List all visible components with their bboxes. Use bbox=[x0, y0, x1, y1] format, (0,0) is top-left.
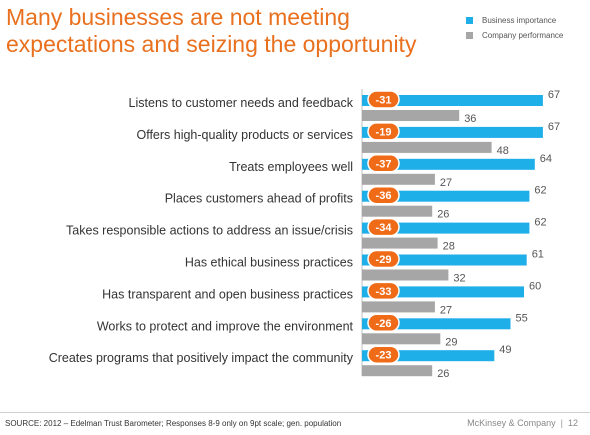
bar-company-performance-creates-programs-that-positively-impact-the-community bbox=[362, 365, 433, 377]
value-label-company-performance: 28 bbox=[443, 241, 455, 253]
value-label-business-importance: 64 bbox=[540, 153, 552, 165]
bar-business-importance-works-to-protect-and-improve-the-environment bbox=[362, 318, 511, 330]
gap-badge-label: -37 bbox=[376, 158, 392, 170]
category-label: Takes responsible actions to address an … bbox=[66, 224, 353, 238]
legend-label-company-performance: Company performance bbox=[482, 31, 564, 40]
source-note: SOURCE: 2012 – Edelman Trust Barometer; … bbox=[5, 419, 342, 428]
bar-company-performance-offers-high-quality-products-or-services bbox=[362, 141, 492, 153]
value-label-business-importance: 67 bbox=[548, 89, 560, 101]
category-label: Has ethical business practices bbox=[185, 256, 353, 270]
legend-swatch-business-importance bbox=[466, 17, 473, 24]
legend-swatch-company-performance bbox=[466, 32, 473, 39]
gap-badge-label: -29 bbox=[376, 254, 392, 266]
footer-separator: | bbox=[560, 418, 563, 428]
gap-badge bbox=[367, 345, 400, 364]
bar-company-performance-has-transparent-and-open-business-practices bbox=[362, 301, 435, 313]
brand-name: McKinsey & Company bbox=[467, 418, 556, 428]
bar-business-importance-listens-to-customer-needs-and-feedback bbox=[362, 95, 543, 106]
bar-company-performance-works-to-protect-and-improve-the-environment bbox=[362, 333, 441, 345]
slide-title: Many businesses are not meeting expectat… bbox=[6, 4, 417, 57]
bar-business-importance-offers-high-quality-products-or-services bbox=[362, 126, 543, 138]
value-label-company-performance: 36 bbox=[464, 113, 476, 125]
value-label-business-importance: 62 bbox=[534, 217, 546, 229]
page-number: 12 bbox=[567, 418, 578, 428]
footer: SOURCE: 2012 – Edelman Trust Barometer; … bbox=[0, 412, 590, 435]
legend-item-company-performance: Company performance bbox=[466, 29, 563, 42]
gap-badge bbox=[367, 185, 400, 205]
bar-company-performance-takes-responsible-actions-to-address-an-issue-crisis bbox=[362, 237, 438, 249]
bar-company-performance-listens-to-customer-needs-and-feedback bbox=[362, 110, 460, 121]
gap-badge-label: -34 bbox=[376, 222, 393, 234]
gap-badge bbox=[367, 249, 400, 269]
gap-badge bbox=[367, 90, 400, 109]
gap-badge bbox=[367, 217, 400, 237]
gap-badge-label: -33 bbox=[376, 286, 392, 298]
gap-badge bbox=[367, 122, 400, 141]
category-label: Has transparent and open business practi… bbox=[102, 287, 353, 301]
bar-company-performance-treats-employees-well bbox=[362, 173, 435, 185]
value-label-company-performance: 32 bbox=[453, 273, 465, 285]
value-label-business-importance: 49 bbox=[499, 344, 511, 356]
category-label: Creates programs that positively impact … bbox=[49, 351, 354, 365]
value-label-business-importance: 60 bbox=[529, 280, 541, 292]
value-label-company-performance: 27 bbox=[440, 304, 452, 316]
gap-badge bbox=[367, 313, 400, 333]
bar-business-importance-takes-responsible-actions-to-address-an-issue-crisis bbox=[362, 222, 530, 234]
value-label-business-importance: 55 bbox=[516, 312, 528, 324]
gap-badge-label: -19 bbox=[376, 126, 392, 138]
category-label: Listens to customer needs and feedback bbox=[129, 96, 354, 110]
legend-item-business-importance: Business importance bbox=[466, 14, 563, 27]
bar-business-importance-has-transparent-and-open-business-practices bbox=[362, 286, 524, 298]
legend-label-business-importance: Business importance bbox=[482, 16, 557, 25]
bar-company-performance-places-customers-ahead-of-profits bbox=[362, 205, 433, 217]
value-label-company-performance: 26 bbox=[437, 209, 449, 221]
gap-badge bbox=[367, 154, 400, 173]
category-label: Places customers ahead of profits bbox=[165, 192, 353, 206]
gap-badge-label: -36 bbox=[376, 190, 392, 202]
value-label-business-importance: 67 bbox=[548, 121, 560, 133]
category-label: Works to protect and improve the environ… bbox=[97, 319, 354, 333]
gap-badge-label: -23 bbox=[376, 350, 392, 362]
category-label: Offers high-quality products or services bbox=[136, 128, 353, 142]
bar-business-importance-places-customers-ahead-of-profits bbox=[362, 190, 530, 202]
value-label-company-performance: 29 bbox=[445, 336, 457, 348]
bar-business-importance-creates-programs-that-positively-impact-the-community bbox=[362, 350, 495, 362]
value-label-company-performance: 26 bbox=[437, 368, 449, 380]
gap-badge-label: -31 bbox=[376, 95, 392, 107]
bar-business-importance-treats-employees-well bbox=[362, 158, 535, 170]
bar-business-importance-has-ethical-business-practices bbox=[362, 254, 527, 266]
footer-brand: McKinsey & Company | 12 bbox=[467, 418, 578, 428]
gap-badge-label: -26 bbox=[376, 318, 392, 330]
value-label-business-importance: 61 bbox=[532, 249, 544, 261]
bar-company-performance-has-ethical-business-practices bbox=[362, 269, 449, 281]
bar-chart: Listens to customer needs and feedback 67… bbox=[49, 89, 560, 380]
value-label-company-performance: 48 bbox=[497, 145, 509, 157]
chart-legend: Business importance Company performance bbox=[466, 14, 563, 44]
category-label: Treats employees well bbox=[229, 160, 353, 174]
value-label-company-performance: 27 bbox=[440, 177, 452, 189]
value-label-business-importance: 62 bbox=[534, 185, 546, 197]
gap-badge bbox=[367, 281, 400, 301]
